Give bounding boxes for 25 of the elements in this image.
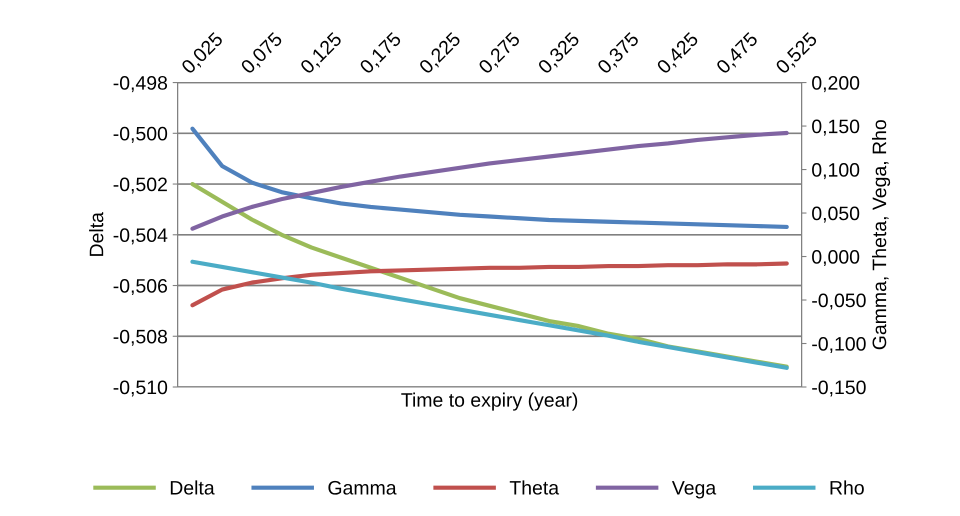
- line-series: [190, 260, 789, 370]
- legend-label: Delta: [170, 480, 215, 495]
- y2-tick-label: -0,150: [812, 380, 866, 397]
- y2-tick-label: -0,100: [812, 336, 866, 354]
- y-tick-label: -0,500: [114, 126, 168, 143]
- x-axis-title: Time to expiry (year): [401, 392, 578, 411]
- y-tick-label: -0,510: [114, 380, 168, 397]
- legend-label: Vega: [672, 481, 716, 498]
- legend-label: Rho: [830, 480, 864, 495]
- y-axis-title: Delta: [89, 212, 104, 256]
- y2-tick-label: 0,000: [812, 250, 860, 266]
- y2-tick-label: 0,150: [812, 120, 860, 136]
- y-tick-label: -0,502: [114, 178, 167, 194]
- y2-axis-title: Gamma, Theta, Vega, Rho: [872, 120, 890, 350]
- y-tick-label: -0,506: [114, 278, 168, 296]
- legend-label: Gamma: [328, 480, 397, 495]
- y2-tick-label: -0,050: [812, 293, 866, 310]
- y2-tick-label: 0,050: [812, 206, 860, 223]
- y2-tick-label: 0,100: [812, 163, 860, 180]
- y-tick-label: -0,498: [114, 76, 168, 92]
- y2-tick-label: 0,200: [812, 76, 860, 92]
- legend-label: Theta: [510, 480, 560, 495]
- y-tick-label: -0,504: [114, 228, 168, 244]
- y-tick-label: -0,508: [114, 330, 168, 346]
- line-series: [190, 261, 789, 308]
